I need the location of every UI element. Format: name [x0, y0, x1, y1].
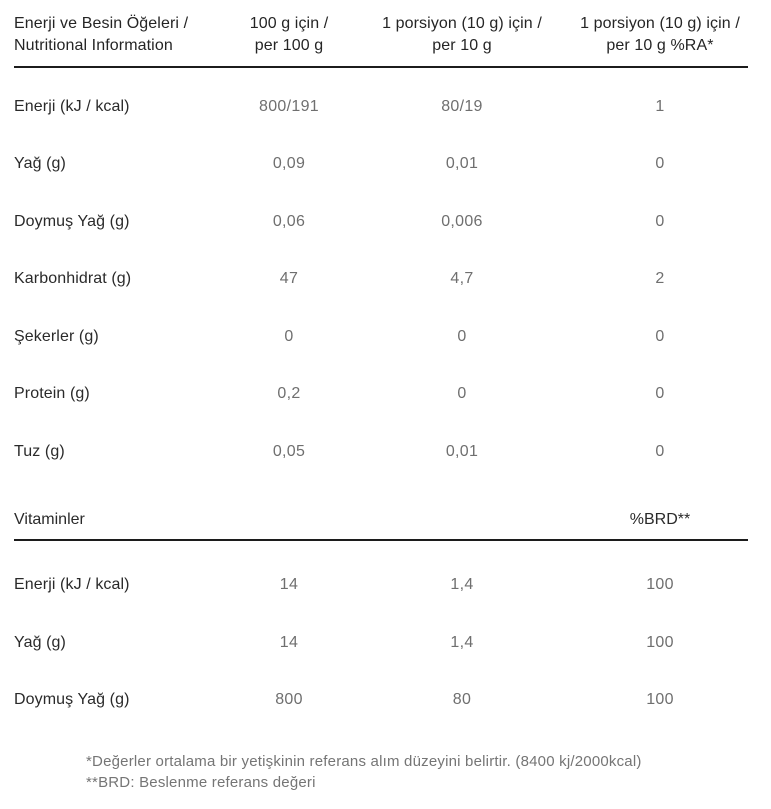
value-per-10g: 0,01 — [445, 155, 479, 173]
column-header-percent-ra: 1 porsiyon (10 g) için / per 10 g %RA* — [572, 13, 748, 57]
table-row-carbohydrate: Karbonhidrat (g) 47 4,7 2 — [14, 251, 748, 309]
value-per-10g: 80/19 — [441, 97, 483, 115]
row-label: Yağ (g) — [14, 633, 66, 651]
table-row-fat: Yağ (g) 0,09 0,01 0 — [14, 136, 748, 194]
row-label: Doymuş Yağ (g) — [14, 691, 130, 709]
column-header-percent-ra-line1: 1 porsiyon (10 g) için / — [580, 15, 740, 32]
value-percent-ra: 0 — [655, 212, 665, 230]
nutrient-rows: Enerji (kJ / kcal) 800/191 80/19 1 Yağ (… — [14, 68, 748, 481]
value-percent-brd: 100 — [646, 633, 674, 651]
value-percent-brd: 100 — [646, 691, 674, 709]
value-per-10g: 4,7 — [450, 270, 474, 288]
value-percent-brd: 100 — [646, 576, 674, 594]
table-row-vitamin-energy: Enerji (kJ / kcal) 14 1,4 100 — [14, 557, 748, 615]
footnotes: *Değerler ortalama bir yetişkinin refera… — [86, 751, 748, 793]
vitamins-section-header: Vitaminler %BRD** — [14, 481, 748, 541]
value-per-100g: 0,2 — [277, 385, 301, 403]
row-label: Şekerler (g) — [14, 327, 99, 345]
footnote-reference-intake: *Değerler ortalama bir yetişkinin refera… — [86, 753, 642, 770]
column-header-per-10g-line2: per 10 g — [432, 37, 492, 54]
table-header-row: Enerji ve Besin Öğeleri / Nutritional In… — [14, 0, 748, 68]
column-header-nutrients-line1: Enerji ve Besin Öğeleri / — [14, 15, 189, 32]
column-header-per-100g-line1: 100 g için / — [249, 15, 329, 32]
nutrition-table: Enerji ve Besin Öğeleri / Nutritional In… — [14, 0, 748, 793]
value-percent-ra: 0 — [655, 385, 665, 403]
value-percent-ra: 2 — [655, 270, 665, 288]
value-per-100g: 0,05 — [272, 442, 306, 460]
value-per-100g: 800/191 — [259, 97, 319, 115]
value-per-10g: 0 — [457, 327, 467, 345]
column-header-nutrients: Enerji ve Besin Öğeleri / Nutritional In… — [14, 13, 226, 57]
value-per-100g: 0 — [284, 327, 294, 345]
table-row-vitamin-fat: Yağ (g) 14 1,4 100 — [14, 614, 748, 672]
vitamins-section-title: Vitaminler — [14, 510, 85, 528]
value-per-100g: 0,09 — [272, 155, 306, 173]
value-per-100g: 14 — [279, 576, 299, 594]
footnote-brd-definition: **BRD: Beslenme referans değeri — [86, 774, 316, 791]
table-row-saturated-fat: Doymuş Yağ (g) 0,06 0,006 0 — [14, 193, 748, 251]
brd-column-label: %BRD** — [629, 510, 691, 528]
value-percent-ra: 1 — [655, 97, 665, 115]
table-row-salt: Tuz (g) 0,05 0,01 0 — [14, 423, 748, 481]
vitamin-rows: Enerji (kJ / kcal) 14 1,4 100 Yağ (g) 14… — [14, 541, 748, 730]
row-label: Protein (g) — [14, 385, 90, 403]
value-per-100g: 47 — [279, 270, 299, 288]
value-per-10g: 80 — [452, 691, 472, 709]
column-header-per-10g: 1 porsiyon (10 g) için / per 10 g — [352, 13, 572, 57]
column-header-per-10g-line1: 1 porsiyon (10 g) için / — [382, 15, 542, 32]
table-row-vitamin-saturated-fat: Doymuş Yağ (g) 800 80 100 — [14, 672, 748, 730]
value-per-100g: 14 — [279, 633, 299, 651]
row-label: Doymuş Yağ (g) — [14, 212, 130, 230]
value-percent-ra: 0 — [655, 327, 665, 345]
row-label: Karbonhidrat (g) — [14, 270, 132, 288]
value-per-100g: 0,06 — [272, 212, 306, 230]
value-percent-ra: 0 — [655, 442, 665, 460]
value-per-10g: 0,006 — [441, 212, 483, 230]
value-per-10g: 1,4 — [450, 633, 474, 651]
column-header-per-100g-line2: per 100 g — [254, 37, 324, 54]
table-row-sugars: Şekerler (g) 0 0 0 — [14, 308, 748, 366]
table-row-energy: Enerji (kJ / kcal) 800/191 80/19 1 — [14, 78, 748, 136]
column-header-percent-ra-line2: per 10 g %RA* — [606, 37, 714, 54]
value-per-10g: 0,01 — [445, 442, 479, 460]
value-per-10g: 0 — [457, 385, 467, 403]
column-header-nutrients-line2: Nutritional Information — [14, 37, 173, 54]
value-per-100g: 800 — [275, 691, 303, 709]
row-label: Enerji (kJ / kcal) — [14, 576, 130, 594]
value-percent-ra: 0 — [655, 155, 665, 173]
column-header-per-100g: 100 g için / per 100 g — [226, 13, 352, 57]
value-per-10g: 1,4 — [450, 576, 474, 594]
table-row-protein: Protein (g) 0,2 0 0 — [14, 366, 748, 424]
row-label: Enerji (kJ / kcal) — [14, 97, 130, 115]
row-label: Yağ (g) — [14, 155, 66, 173]
row-label: Tuz (g) — [14, 442, 65, 460]
